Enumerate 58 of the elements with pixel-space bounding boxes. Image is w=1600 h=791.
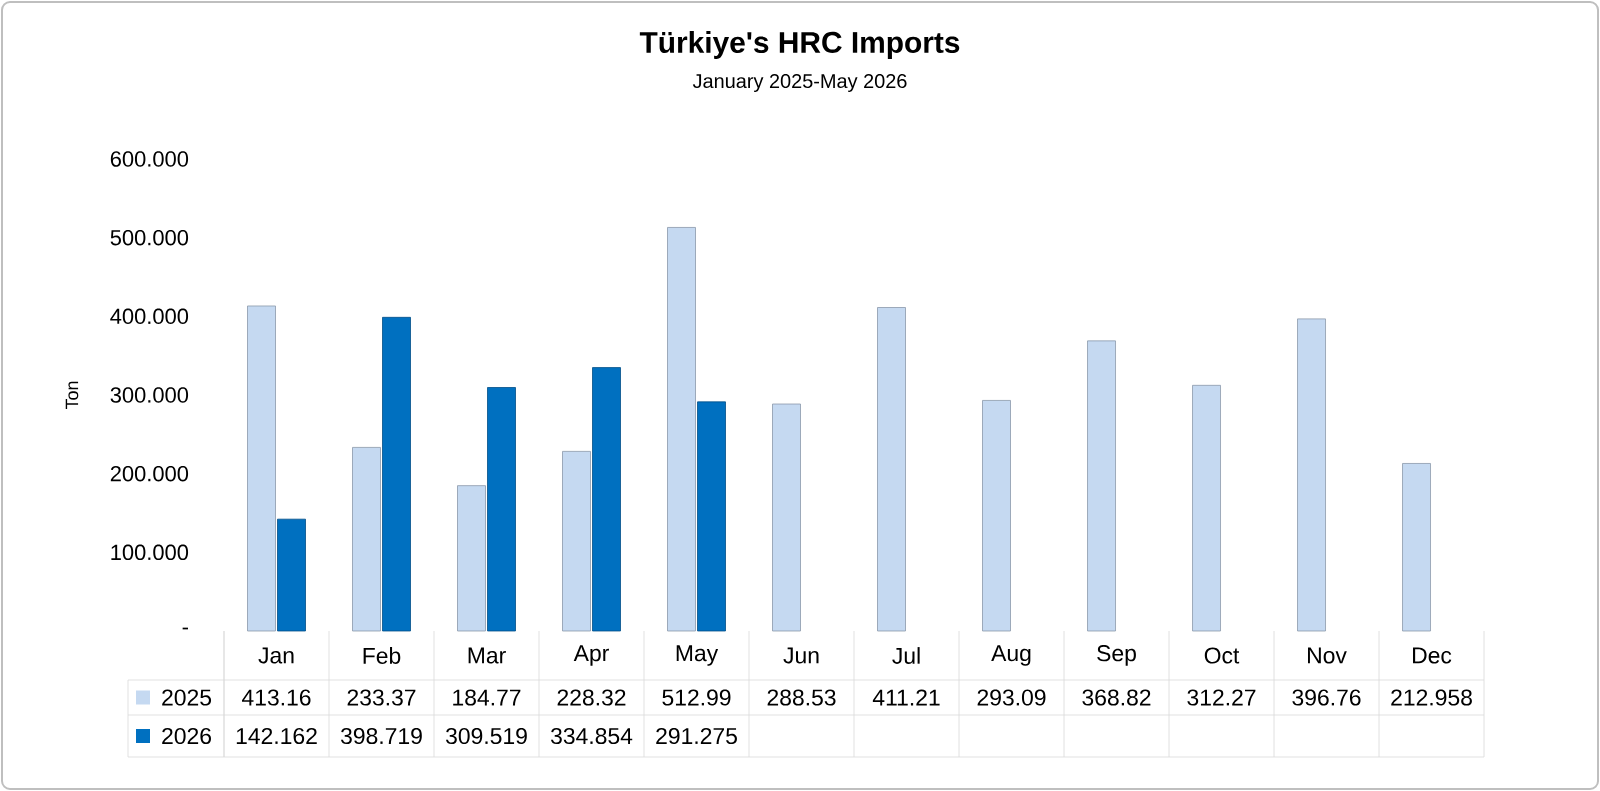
y-tick-label: 100.000 <box>111 544 189 561</box>
data-label: 184.77 <box>453 689 521 706</box>
bar <box>1192 384 1221 632</box>
data-label: 312.27 <box>1187 689 1256 706</box>
y-tick-label: 600.000 <box>110 151 189 167</box>
chart-subtitle: January 2025-May 2026 <box>692 73 907 92</box>
data-label: 411.21 <box>872 689 940 706</box>
y-tick-label: 200.000 <box>110 465 189 482</box>
y-tick-label: - <box>182 627 188 630</box>
y-tick-label: 400.000 <box>110 308 189 325</box>
data-label: 413.16 <box>241 689 311 706</box>
bar <box>982 400 1011 632</box>
bar <box>247 305 276 632</box>
data-label: 334.854 <box>550 727 633 745</box>
bar <box>382 316 411 632</box>
bar <box>457 485 486 632</box>
chart-title: Türkiye's HRC Imports <box>639 31 960 59</box>
bar <box>877 307 906 632</box>
legend-label: 2025 <box>162 689 212 706</box>
data-label: 233.37 <box>347 689 416 706</box>
bar <box>487 387 516 632</box>
y-axis-title: Ton <box>65 381 79 410</box>
bar <box>667 227 696 632</box>
legend-label: 2026 <box>162 727 211 745</box>
bar <box>352 447 381 632</box>
data-label: 288.53 <box>767 689 836 706</box>
y-tick-label: 500.000 <box>110 229 189 246</box>
data-label: 142.162 <box>236 727 317 745</box>
y-tick-label: 300.000 <box>110 387 189 403</box>
x-tick-label: Mar <box>468 647 506 664</box>
data-label: 228.32 <box>557 689 626 706</box>
bar <box>562 450 591 632</box>
x-tick-label: Jul <box>892 647 920 664</box>
data-label: 512.99 <box>662 689 731 706</box>
bar <box>772 403 801 632</box>
bar <box>592 367 621 632</box>
bar <box>1402 463 1431 632</box>
x-tick-label: Feb <box>363 647 401 664</box>
data-label: 291.275 <box>656 727 737 745</box>
x-tick-label: Aug <box>991 645 1031 666</box>
data-label: 293.09 <box>977 689 1046 706</box>
x-tick-label: Jun <box>783 647 819 664</box>
data-label: 212.958 <box>1391 689 1472 706</box>
x-tick-label: Oct <box>1204 647 1240 664</box>
data-label: 309.519 <box>445 727 527 745</box>
x-tick-label: Jan <box>258 647 294 664</box>
x-tick-label: Apr <box>573 645 609 666</box>
x-tick-label: Nov <box>1308 647 1347 664</box>
bar <box>1087 340 1116 632</box>
data-label: 368.82 <box>1082 689 1151 706</box>
bar <box>1297 318 1326 632</box>
bar <box>277 518 306 632</box>
x-tick-label: May <box>676 645 719 666</box>
data-label: 398.719 <box>340 727 422 745</box>
data-label: 396.76 <box>1292 689 1361 706</box>
x-tick-label: Sep <box>1097 645 1136 666</box>
bar <box>697 401 726 632</box>
x-tick-label: Dec <box>1413 647 1452 664</box>
